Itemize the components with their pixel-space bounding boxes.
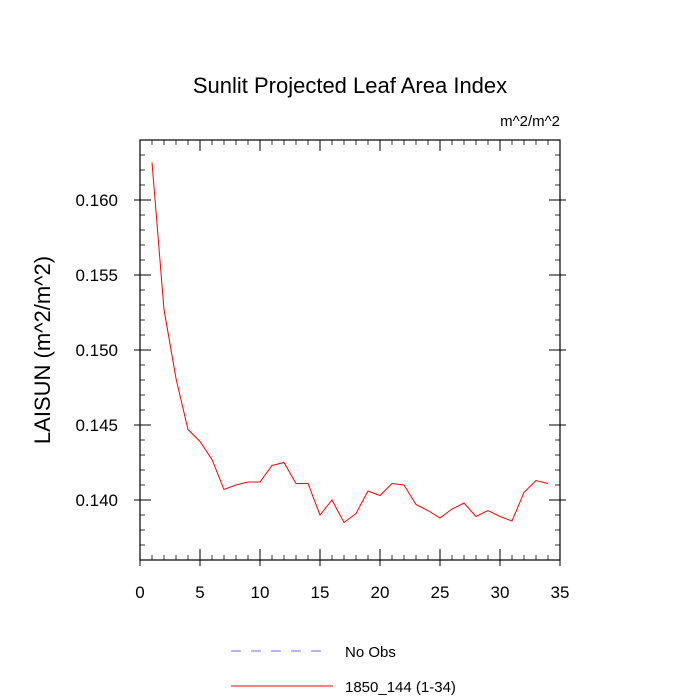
units-label: m^2/m^2 (500, 113, 560, 130)
plot-frame (139, 139, 561, 561)
y-axis-label: LAISUN (m^2/m^2) (30, 256, 55, 444)
y-tick-label: 0.150 (75, 341, 118, 360)
x-tick-label: 35 (551, 583, 570, 602)
x-tick-label: 5 (195, 583, 204, 602)
x-tick-label: 0 (135, 583, 144, 602)
series-line (151, 162, 549, 524)
y-tick-labels: 0.140 0.145 0.150 0.155 0.160 (75, 191, 118, 510)
x-tick-label: 15 (311, 583, 330, 602)
series-group (151, 162, 549, 524)
legend: No Obs 1850_144 (1-34) (231, 644, 456, 696)
x-tick-label: 30 (491, 583, 510, 602)
y-tick-label: 0.145 (75, 416, 118, 435)
legend-label: 1850_144 (1-34) (345, 679, 456, 696)
x-tick-labels: 0 5 10 15 20 25 30 35 (135, 583, 569, 602)
chart-title: Sunlit Projected Leaf Area Index (193, 73, 507, 98)
x-tick-label: 20 (371, 583, 390, 602)
x-tick-label: 25 (431, 583, 450, 602)
y-tick-label: 0.140 (75, 491, 118, 510)
y-tick-label: 0.155 (75, 266, 118, 285)
x-tick-label: 10 (251, 583, 270, 602)
axis-ticks (134, 139, 566, 566)
y-tick-label: 0.160 (75, 191, 118, 210)
legend-label: No Obs (345, 644, 396, 661)
